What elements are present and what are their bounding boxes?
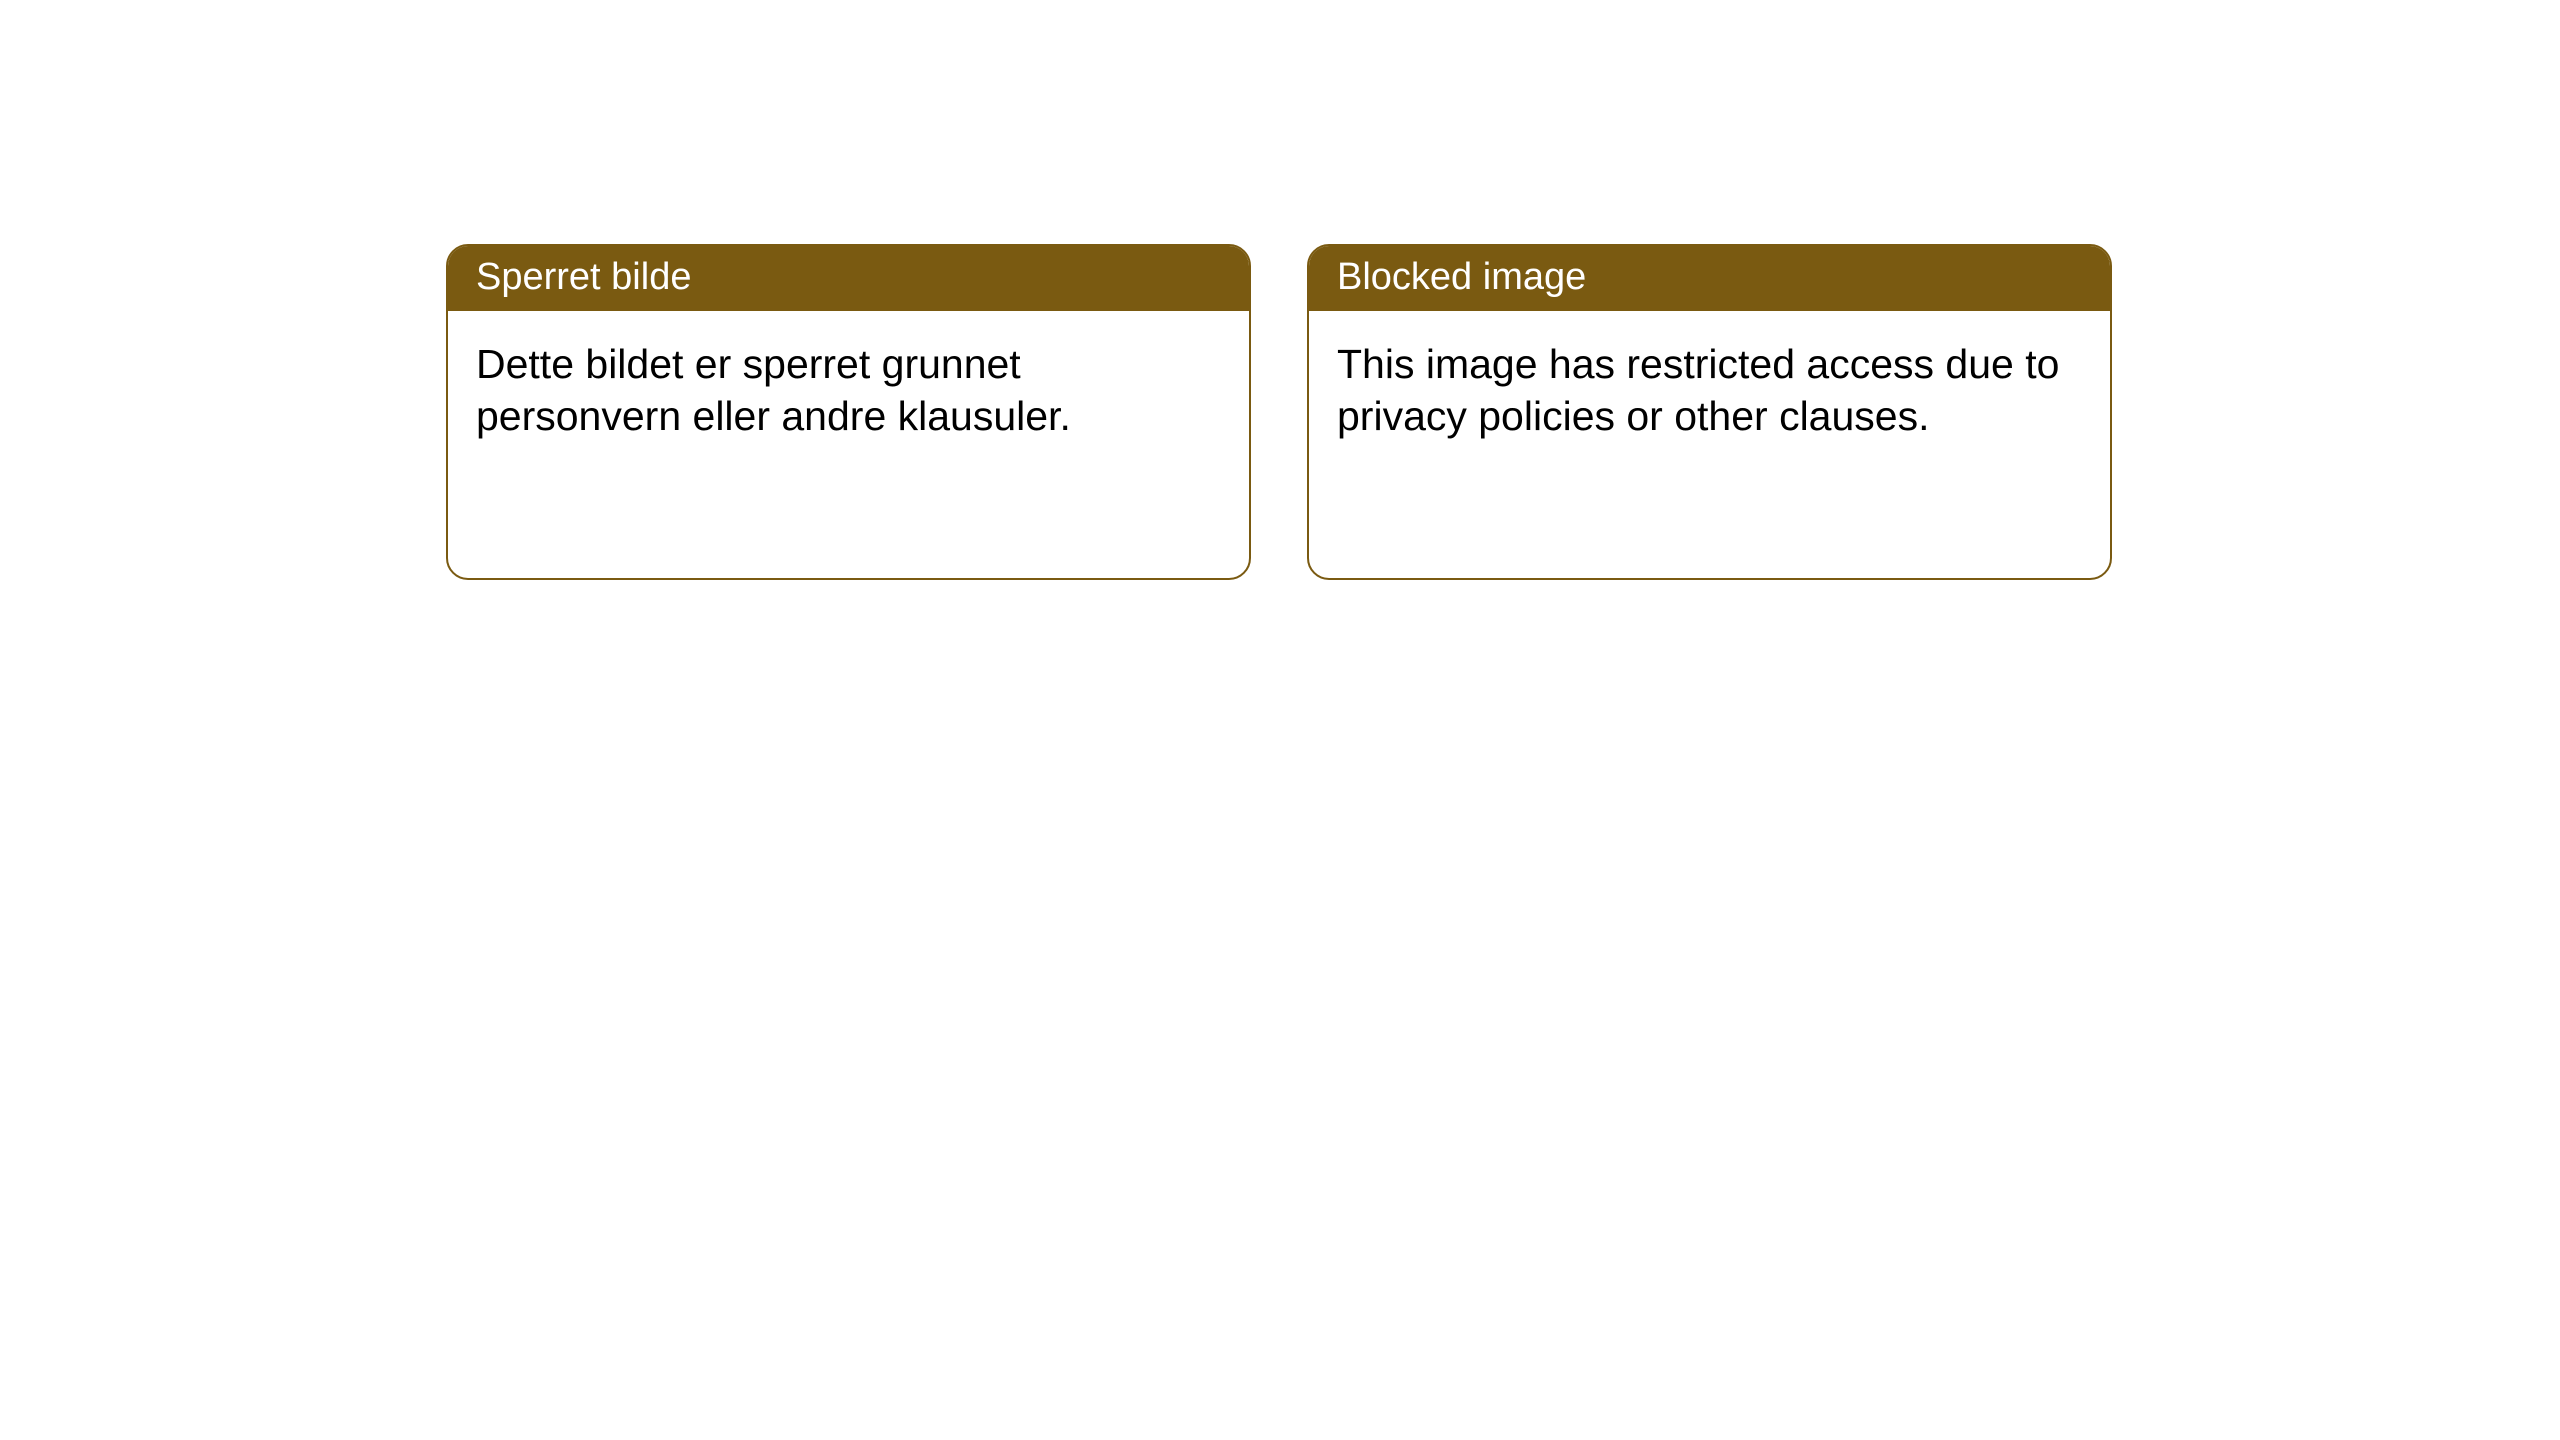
notice-card-en: Blocked image This image has restricted … xyxy=(1307,244,2112,580)
notice-container: Sperret bilde Dette bildet er sperret gr… xyxy=(446,244,2112,580)
notice-body-en: This image has restricted access due to … xyxy=(1309,311,2110,470)
notice-header-en: Blocked image xyxy=(1309,246,2110,311)
notice-body-no: Dette bildet er sperret grunnet personve… xyxy=(448,311,1249,470)
notice-header-no: Sperret bilde xyxy=(448,246,1249,311)
notice-card-no: Sperret bilde Dette bildet er sperret gr… xyxy=(446,244,1251,580)
